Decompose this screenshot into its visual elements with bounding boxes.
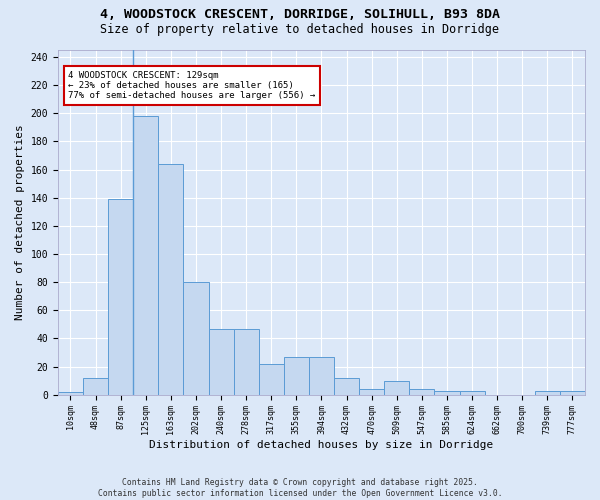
Bar <box>58 392 83 394</box>
Bar <box>384 380 409 394</box>
Bar <box>535 390 560 394</box>
Bar <box>560 390 585 394</box>
Text: Size of property relative to detached houses in Dorridge: Size of property relative to detached ho… <box>101 22 499 36</box>
Bar <box>209 328 233 394</box>
Bar <box>133 116 158 394</box>
Bar <box>259 364 284 394</box>
Bar <box>434 390 460 394</box>
Bar <box>158 164 184 394</box>
Bar <box>409 389 434 394</box>
Text: Contains HM Land Registry data © Crown copyright and database right 2025.
Contai: Contains HM Land Registry data © Crown c… <box>98 478 502 498</box>
Text: 4, WOODSTOCK CRESCENT, DORRIDGE, SOLIHULL, B93 8DA: 4, WOODSTOCK CRESCENT, DORRIDGE, SOLIHUL… <box>100 8 500 20</box>
Bar <box>233 328 259 394</box>
Bar <box>284 356 309 395</box>
Text: 4 WOODSTOCK CRESCENT: 129sqm
← 23% of detached houses are smaller (165)
77% of s: 4 WOODSTOCK CRESCENT: 129sqm ← 23% of de… <box>68 70 316 101</box>
Bar <box>359 389 384 394</box>
Bar <box>309 356 334 395</box>
Bar <box>460 390 485 394</box>
X-axis label: Distribution of detached houses by size in Dorridge: Distribution of detached houses by size … <box>149 440 494 450</box>
Bar <box>184 282 209 395</box>
Bar <box>83 378 108 394</box>
Y-axis label: Number of detached properties: Number of detached properties <box>15 124 25 320</box>
Bar <box>108 199 133 394</box>
Bar <box>334 378 359 394</box>
